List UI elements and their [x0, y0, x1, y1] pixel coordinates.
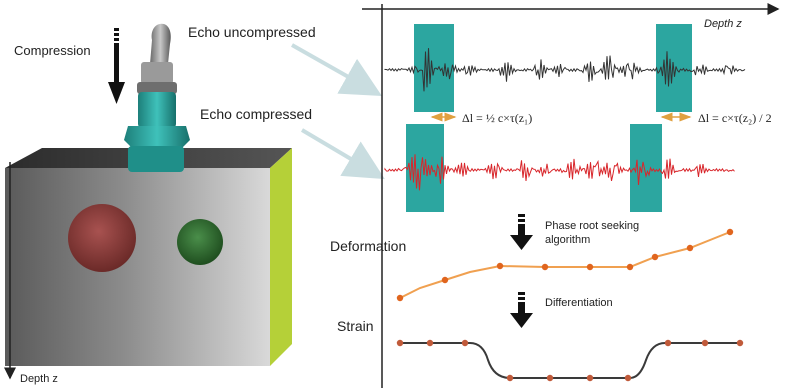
strain-point: [396, 339, 404, 347]
strain-curve: [400, 342, 740, 379]
deformation-point: [441, 276, 449, 284]
strain-point: [461, 339, 469, 347]
strain-point: [426, 339, 434, 347]
deformation-point: [651, 253, 659, 261]
pointer-arrow-compressed: [300, 128, 385, 180]
phantom-front-face: [5, 168, 270, 366]
formula-left: Δl = ½ c×τ(z₁): [462, 111, 533, 125]
deformation-point: [686, 244, 694, 252]
window-uncompressed-1: [414, 24, 454, 112]
echo-trace: [384, 48, 746, 92]
strain-point: [506, 374, 514, 382]
label-echo-uncompressed: Echo uncompressed: [188, 24, 316, 40]
label-echo-compressed: Echo compressed: [200, 106, 313, 122]
inclusion-green: [177, 219, 223, 265]
pointer-arrow-uncompressed: [291, 43, 382, 96]
deformation-point: [586, 263, 594, 271]
deformation-point: [726, 228, 734, 236]
ultrasound-probe: [124, 23, 190, 172]
label-deformation: Deformation: [330, 238, 407, 254]
label-depth-top: Depth z: [704, 18, 742, 30]
strain-point: [624, 374, 632, 382]
strain-point: [701, 339, 709, 347]
echo-trace: [384, 154, 735, 191]
deformation-points: [396, 228, 734, 302]
label-depth-left: Depth z: [20, 373, 58, 385]
phantom-block: [5, 148, 292, 366]
formula-right: Δl = c×τ(z₂) / 2: [698, 111, 772, 125]
compression-arrow: [108, 28, 125, 104]
process-arrow-differentiation: [510, 292, 533, 328]
label-phase-root-1: Phase root seeking: [545, 220, 640, 232]
label-strain: Strain: [337, 318, 374, 334]
label-differentiation: Differentiation: [545, 297, 613, 309]
strain-points: [396, 339, 744, 382]
strain-point: [546, 374, 554, 382]
inclusion-red: [68, 204, 136, 272]
deformation-point: [541, 263, 549, 271]
echo-compressed-signal: [384, 154, 735, 191]
label-phase-root-2: algorithm: [545, 234, 591, 246]
deformation-point: [396, 294, 404, 302]
strain-point: [586, 374, 594, 382]
window-compressed-2: [630, 124, 662, 212]
label-compression: Compression: [14, 43, 91, 58]
deformation-point: [496, 262, 504, 270]
strain-point: [664, 339, 672, 347]
process-arrow-phase: [510, 214, 533, 250]
deformation-point: [626, 263, 634, 271]
echo-uncompressed-signal: [384, 48, 746, 92]
strain-point: [736, 339, 744, 347]
phantom-side-face: [270, 148, 292, 366]
